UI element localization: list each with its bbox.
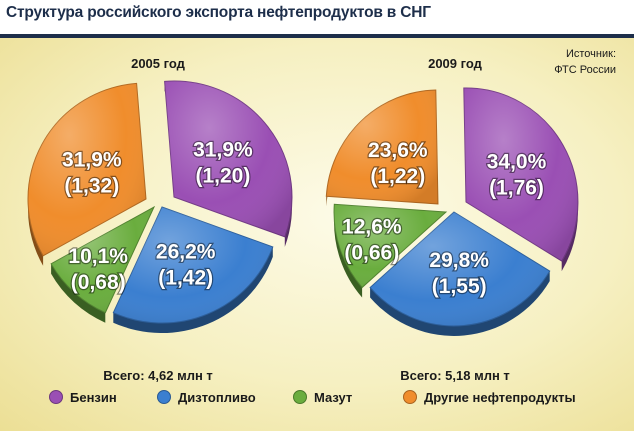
pie-chart-2: 2009 год 34,0% (1,76) 29,8% (1,55) 12,6% (0,66… xyxy=(325,56,579,383)
legend: Бензин Дизтопливо Мазут Другие нефтепродукт… xyxy=(49,390,576,405)
legend-label: Бензин xyxy=(70,390,117,405)
legend-item-benzin: Бензин xyxy=(49,390,117,405)
slice-amount-label: (1,55) xyxy=(432,275,487,298)
pie-slice-side xyxy=(51,263,106,323)
pie-slice-highlight xyxy=(28,83,147,256)
pie-slice-highlight xyxy=(51,207,154,313)
pie-slice-side xyxy=(334,204,363,298)
page-title: Структура российского экспорта нефтепрод… xyxy=(6,4,431,21)
slice-amount-label: (1,20) xyxy=(195,165,250,188)
title-divider xyxy=(0,34,634,38)
legend-label: Мазут xyxy=(314,390,352,405)
pie-slice-highlight xyxy=(334,204,446,288)
legend-label: Дизтопливо xyxy=(178,390,256,405)
pie-slice-highlight xyxy=(113,207,273,324)
legend-item-mazut: Мазут xyxy=(293,390,352,405)
legend-item-other: Другие нефтепродукты xyxy=(403,390,576,405)
pie-slice-side xyxy=(113,246,273,334)
chart-total-label: Всего: 5,18 млн т xyxy=(400,368,510,383)
slice-amount-label: (0,68) xyxy=(71,271,126,294)
chart-panel: 2005 год 31,9% (1,20) 26,2% (1,42) 10,1% (0,68… xyxy=(0,38,634,431)
slice-amount-label: (1,32) xyxy=(64,175,119,198)
pie-charts: 2005 год 31,9% (1,20) 26,2% (1,42) 10,1% (0,68… xyxy=(27,48,616,405)
legend-label: Другие нефтепродукты xyxy=(424,390,576,405)
chart-year-label: 2009 год xyxy=(428,56,483,71)
pie-slice-side xyxy=(370,271,550,336)
slice-amount-label: (1,76) xyxy=(489,176,544,199)
chart-year-label: 2005 год xyxy=(131,56,186,71)
pie-slice-highlight xyxy=(463,87,578,262)
slice-percent-label: 23,6% xyxy=(368,139,428,162)
source-name: ФТС России xyxy=(554,64,616,76)
pie-slice-highlight xyxy=(326,90,438,204)
slice-percent-label: 31,9% xyxy=(193,139,253,162)
pie-slice-highlight xyxy=(164,81,292,237)
legend-item-diesel: Дизтопливо xyxy=(157,390,256,405)
slice-percent-label: 10,1% xyxy=(68,245,128,268)
slice-amount-label: (1,42) xyxy=(158,267,213,290)
pie-chart-1: 2005 год 31,9% (1,20) 26,2% (1,42) 10,1% (0,68… xyxy=(27,56,293,383)
slice-amount-label: (1,22) xyxy=(370,165,425,188)
slice-percent-label: 12,6% xyxy=(342,216,402,239)
legend-swatch xyxy=(403,390,417,404)
legend-swatch xyxy=(293,390,307,404)
slice-amount-label: (0,66) xyxy=(344,242,399,265)
slice-percent-label: 34,0% xyxy=(487,150,547,173)
slice-percent-label: 26,2% xyxy=(156,241,216,264)
slice-percent-label: 29,8% xyxy=(429,249,489,272)
chart-total-label: Всего: 4,62 млн т xyxy=(103,368,213,383)
slice-percent-label: 31,9% xyxy=(62,149,122,172)
source-label: Источник: xyxy=(566,48,616,60)
legend-swatch xyxy=(49,390,63,404)
legend-swatch xyxy=(157,390,171,404)
pie-slice-highlight xyxy=(370,212,550,326)
